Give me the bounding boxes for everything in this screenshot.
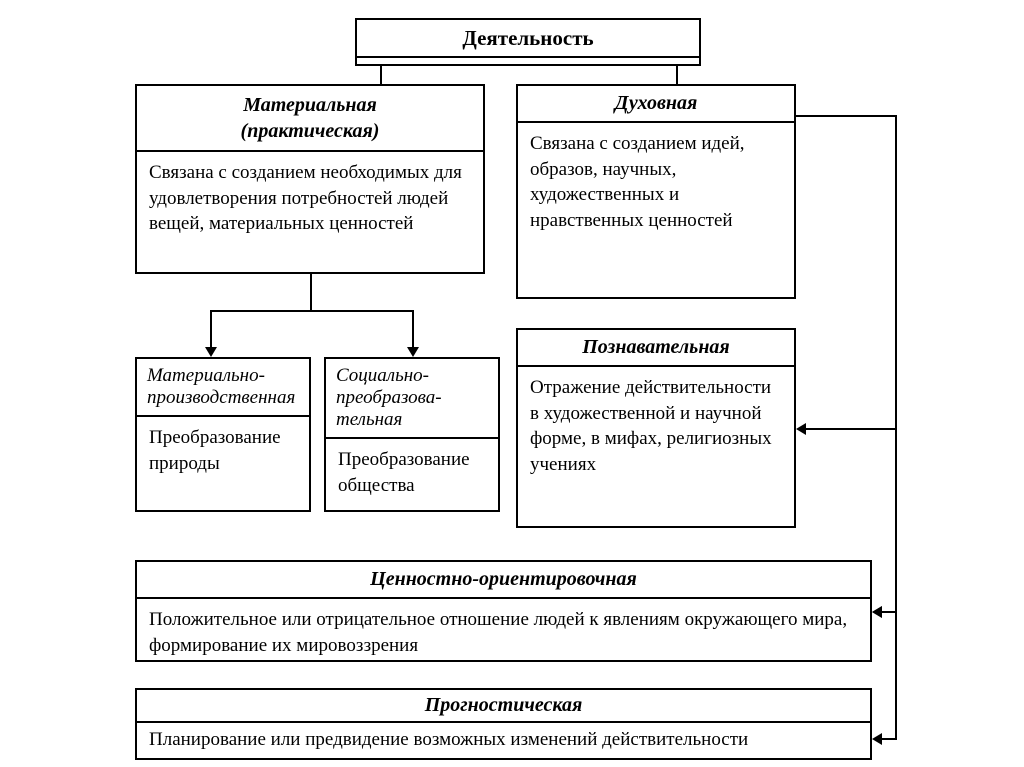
prog-h xyxy=(881,738,895,740)
material-body: Связана с созданием необхо­димых для удо… xyxy=(137,152,483,245)
fork-left xyxy=(210,310,212,348)
prognostic-body: Планирование или предвидение возможных и… xyxy=(137,723,870,757)
material-title: Материальная (практическая) xyxy=(137,86,483,152)
mat-prod-title: Матери­ально-произ­водственная xyxy=(137,359,309,417)
fork-horiz xyxy=(210,310,414,312)
social-body: Преобразова­ние общества xyxy=(326,439,498,506)
node-cognitive: Познавательная Отражение действи­тельнос… xyxy=(516,328,796,528)
conn-root-material xyxy=(380,66,382,84)
prognostic-title: Прогностическая xyxy=(137,690,870,723)
mat-prod-body: Преобразова­ние природы xyxy=(137,417,309,484)
fork-right xyxy=(412,310,414,348)
cog-arrow xyxy=(796,423,806,435)
bus-vert-fix xyxy=(895,115,897,740)
cognitive-title: Познавательная xyxy=(518,330,794,367)
conn-root-spiritual xyxy=(676,66,678,84)
fork-stem xyxy=(310,274,312,310)
spiritual-title: Духовная xyxy=(518,86,794,123)
social-title: Социально-преобразова­тельная xyxy=(326,359,498,439)
node-social: Социально-преобразова­тельная Преобразов… xyxy=(324,357,500,512)
cog-h xyxy=(805,428,895,430)
node-root: Деятельность xyxy=(355,18,701,58)
prog-arrow xyxy=(872,733,882,745)
node-spiritual: Духовная Связана с созданием идей, образ… xyxy=(516,84,796,299)
value-body: Положительное или отрицательное отношени… xyxy=(137,599,870,666)
node-value: Ценностно-ориентировочная Положительное … xyxy=(135,560,872,662)
arrow-matprod xyxy=(205,347,217,357)
val-h xyxy=(881,611,895,613)
value-title: Ценностно-ориентировочная xyxy=(137,562,870,599)
root-title: Деятельность xyxy=(357,20,699,57)
arrow-social xyxy=(407,347,419,357)
node-prognostic: Прогностическая Планирование или предвид… xyxy=(135,688,872,760)
node-material: Материальная (практическая) Связана с со… xyxy=(135,84,485,274)
spiritual-body: Связана с созданием идей, образов, науч­… xyxy=(518,123,794,242)
node-mat-prod: Матери­ально-произ­водственная Преобразо… xyxy=(135,357,311,512)
cognitive-body: Отражение действи­тельности в художе­ств… xyxy=(518,367,794,486)
root-tab-bottom xyxy=(355,64,701,66)
val-arrow xyxy=(872,606,882,618)
bus-out-fix xyxy=(796,115,897,117)
